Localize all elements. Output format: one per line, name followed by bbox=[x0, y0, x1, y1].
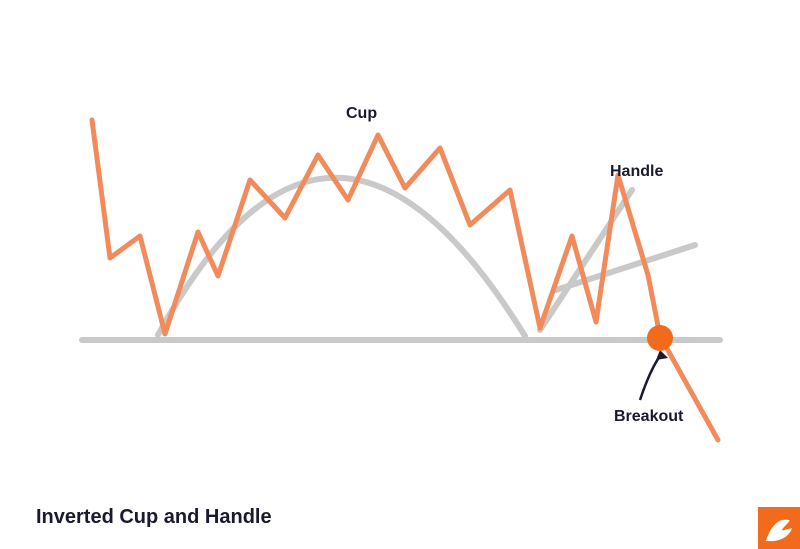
breakout-label: Breakout bbox=[614, 408, 683, 426]
breakout-dot bbox=[647, 325, 673, 351]
breakout-arrow-shaft bbox=[640, 356, 660, 400]
cup-label: Cup bbox=[346, 105, 377, 123]
chart-title: Inverted Cup and Handle bbox=[36, 506, 272, 529]
handle-guide-1 bbox=[540, 190, 632, 330]
pattern-diagram bbox=[0, 0, 800, 549]
brand-logo bbox=[758, 507, 800, 549]
handle-label: Handle bbox=[610, 163, 663, 181]
cup-arc-guide bbox=[158, 178, 525, 336]
